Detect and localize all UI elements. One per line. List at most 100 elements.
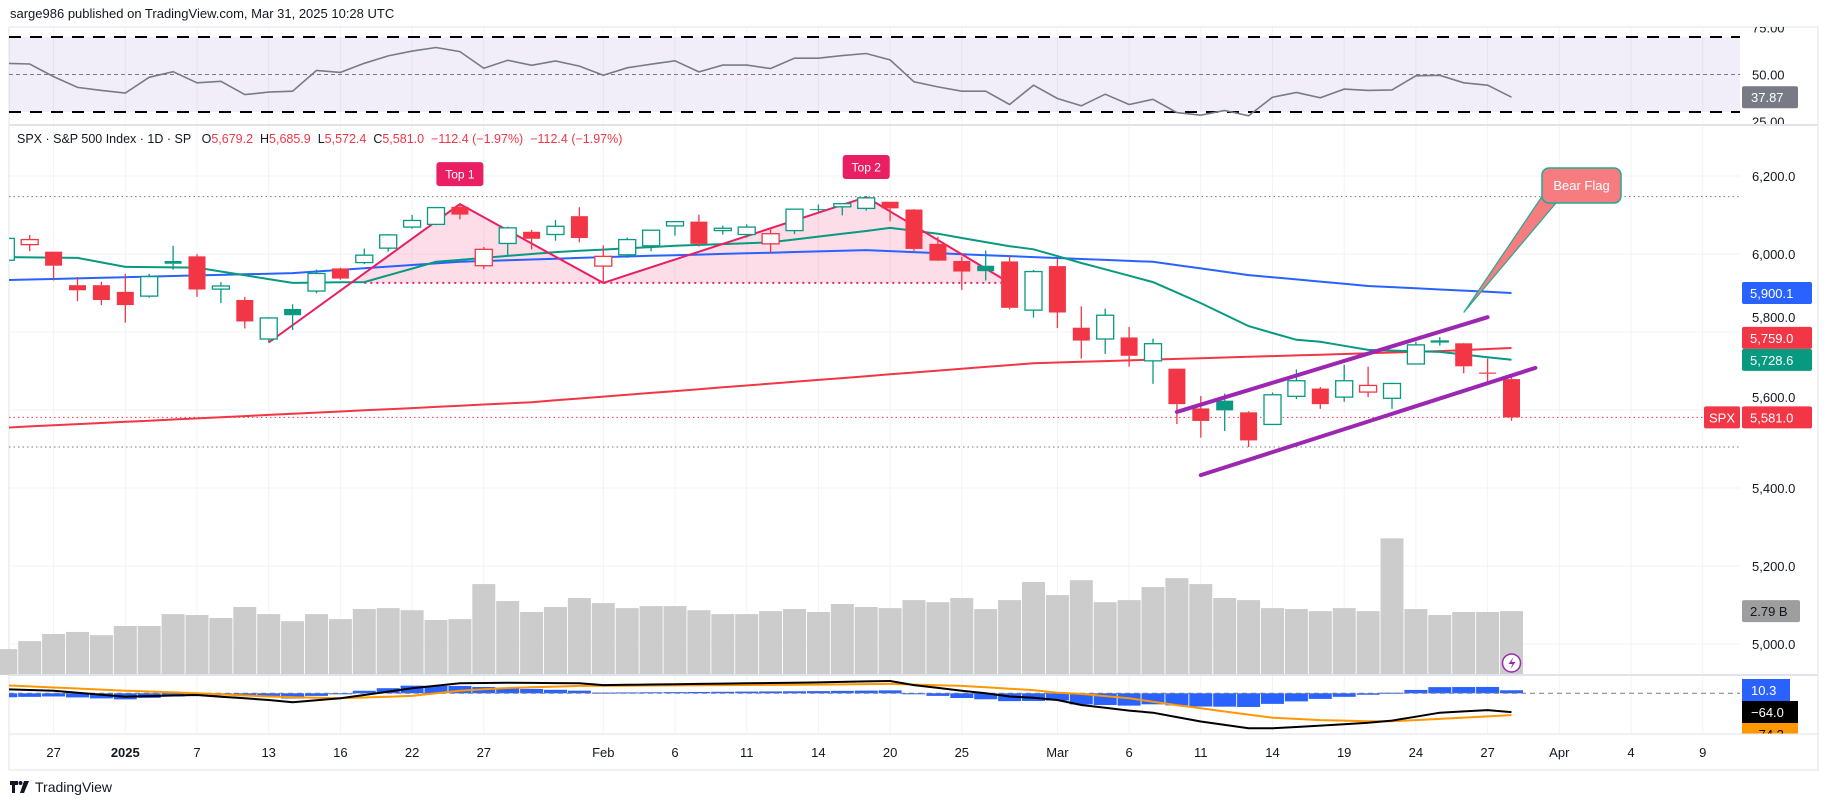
volume-bar bbox=[328, 619, 352, 675]
macd-histogram-bar bbox=[9, 693, 18, 698]
top-1-label-box[interactable] bbox=[436, 162, 484, 187]
volume-bar bbox=[1093, 602, 1117, 675]
volume-bar bbox=[998, 600, 1022, 675]
macd-histogram-bar bbox=[878, 690, 902, 694]
time-axis-label: 25 bbox=[955, 745, 969, 760]
volume-bar bbox=[783, 609, 806, 675]
candle-body bbox=[785, 208, 804, 232]
tradingview-brand: TradingView bbox=[35, 779, 113, 795]
macd-value-label: −74.3 bbox=[1751, 727, 1784, 742]
price-axis-label: 5,600.0 bbox=[1752, 390, 1795, 405]
candle-body bbox=[594, 255, 613, 267]
volume-bar bbox=[830, 604, 854, 675]
macd-histogram-bar bbox=[520, 688, 544, 694]
macd-histogram-bar bbox=[974, 693, 998, 700]
time-axis-label: 2025 bbox=[111, 745, 140, 760]
candle-body bbox=[1287, 380, 1306, 398]
volume-bar bbox=[663, 606, 687, 675]
annotations[interactable]: Top 1 Top 2 Bear Flag bbox=[436, 155, 1622, 673]
volume-bar bbox=[257, 614, 281, 675]
macd-value-label: −64.0 bbox=[1751, 705, 1784, 720]
candle bbox=[833, 203, 852, 216]
price-badge bbox=[1742, 348, 1812, 371]
candle-body bbox=[1455, 343, 1473, 367]
candle bbox=[1096, 308, 1115, 354]
time-axis-label: 14 bbox=[1265, 745, 1279, 760]
price-axis-label: 6,000.0 bbox=[1752, 247, 1795, 262]
bear-flag-callout[interactable] bbox=[1541, 167, 1622, 204]
volume-bar bbox=[113, 625, 137, 675]
rsi-value-label: 37.87 bbox=[1751, 90, 1784, 105]
candle bbox=[498, 226, 517, 256]
candle bbox=[379, 234, 398, 252]
candle-body bbox=[857, 197, 876, 210]
volume-bar bbox=[854, 606, 878, 675]
volume-bar bbox=[1284, 609, 1308, 675]
candle-body bbox=[1382, 382, 1402, 399]
top-2-label-box[interactable] bbox=[842, 155, 890, 180]
candle-body bbox=[355, 254, 374, 264]
price-badge-label: 5,581.0 bbox=[1750, 410, 1793, 425]
volume-bar bbox=[1428, 615, 1452, 675]
tradingview-logo-icon bbox=[10, 781, 29, 793]
macd-histogram-bar bbox=[66, 693, 89, 698]
volume-bar bbox=[233, 606, 257, 675]
change-value: −112.4 (−1.97%) bbox=[431, 132, 524, 146]
lightning-icon[interactable] bbox=[1501, 653, 1522, 673]
candle bbox=[1263, 392, 1282, 426]
volume-bar bbox=[1045, 595, 1069, 675]
candle bbox=[1240, 411, 1258, 448]
candle bbox=[1503, 376, 1520, 421]
macd-histogram-bar bbox=[281, 693, 305, 699]
candle bbox=[236, 296, 254, 329]
macd-histogram-bar bbox=[639, 692, 663, 694]
volume-bar bbox=[1141, 587, 1165, 675]
candle-body bbox=[211, 285, 231, 290]
volume-bar bbox=[544, 606, 567, 675]
time-axis-label: 24 bbox=[1409, 745, 1423, 760]
volume-bar bbox=[352, 609, 376, 675]
price-badge bbox=[1742, 406, 1812, 429]
volume-bar bbox=[974, 609, 998, 675]
rsi-axis-label: 75.00 bbox=[1752, 21, 1785, 36]
volume-bar bbox=[591, 603, 615, 675]
macd-histogram-bar bbox=[1452, 687, 1476, 694]
candle bbox=[1024, 269, 1043, 318]
candle bbox=[905, 209, 923, 251]
double-top-fill bbox=[351, 197, 1010, 283]
candle-body bbox=[284, 308, 302, 316]
time-axis-label: 27 bbox=[46, 745, 60, 760]
time-axis-label: Feb bbox=[592, 745, 614, 760]
candle-body bbox=[523, 231, 541, 239]
candle bbox=[1430, 337, 1449, 346]
volume-bar bbox=[89, 635, 113, 675]
bear-flag-lower-line[interactable] bbox=[1198, 365, 1538, 478]
high-label: H bbox=[260, 132, 270, 146]
price-pane[interactable] bbox=[0, 196, 1740, 478]
macd-histogram-bar bbox=[42, 693, 66, 697]
candle bbox=[523, 229, 541, 250]
volume-bar bbox=[18, 641, 42, 675]
candle-body bbox=[1120, 337, 1138, 356]
macd-histogram-bar bbox=[1404, 689, 1428, 694]
candle bbox=[737, 224, 756, 238]
volume-bar bbox=[806, 612, 830, 675]
volume-bar bbox=[1452, 612, 1476, 675]
price-badge-label: 5,728.6 bbox=[1750, 353, 1793, 368]
time-axis-label: 11 bbox=[1194, 745, 1208, 760]
macd-pane[interactable]: 10.3 −64.0 −74.3 bbox=[0, 679, 1798, 745]
footer[interactable]: TradingView bbox=[10, 779, 112, 795]
symbol-legend[interactable]: SPX · S&P 500 Index · 1D · SP O5,679.2 H… bbox=[17, 132, 622, 146]
candle-body bbox=[92, 285, 110, 301]
candle-body bbox=[713, 227, 732, 232]
candle bbox=[1001, 256, 1019, 310]
volume-bar bbox=[1476, 612, 1500, 675]
candle-body bbox=[1216, 400, 1234, 411]
candle-body bbox=[977, 265, 995, 272]
candle bbox=[164, 245, 182, 270]
candle-body bbox=[331, 268, 349, 279]
rsi-pane[interactable]: 75.00 50.00 25.00 37.87 bbox=[6, 21, 1798, 130]
bear-flag-upper-line[interactable] bbox=[1174, 315, 1490, 414]
macd-value-label: 10.3 bbox=[1751, 683, 1776, 698]
